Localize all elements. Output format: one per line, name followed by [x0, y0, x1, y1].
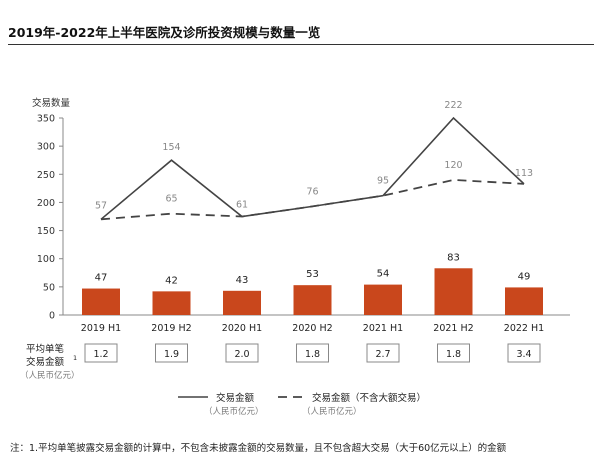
- bar-value-label: 49: [518, 271, 531, 282]
- avg-value-label: 3.4: [516, 349, 531, 360]
- avg-value-box: [225, 343, 259, 363]
- line-value-label: 154: [162, 142, 180, 153]
- avg-row-label: 交易金额: [26, 356, 65, 368]
- y-tick-label: 350: [37, 114, 55, 125]
- bar: [293, 285, 332, 315]
- x-tick-label: 2021 H1: [363, 323, 403, 334]
- line-value-label: 57: [95, 200, 107, 211]
- bar: [505, 287, 543, 315]
- bar-value-label: 42: [165, 275, 178, 286]
- legend-sublabel: （人民币亿元）: [204, 406, 264, 417]
- x-tick-label: 2020 H1: [222, 323, 262, 334]
- avg-row-superscript: 1: [73, 354, 77, 362]
- avg-value-label: 2.0: [234, 349, 249, 360]
- line-value-label: 113: [515, 168, 533, 179]
- bar-value-label: 43: [236, 275, 249, 286]
- avg-value-label: 1.2: [93, 349, 108, 360]
- line-value-label: 222: [444, 100, 462, 111]
- avg-row-label: 平均单笔: [26, 343, 64, 355]
- bar-value-label: 53: [306, 269, 319, 280]
- avg-row-unit: （人民币亿元）: [20, 370, 80, 381]
- bar: [434, 268, 473, 315]
- x-tick-label: 2019 H2: [151, 323, 191, 334]
- avg-value-label: 2.7: [375, 349, 390, 360]
- series-line-solid: [100, 116, 525, 220]
- avg-value-label: 1.8: [305, 349, 320, 360]
- avg-value-box: [155, 343, 188, 363]
- line-value-label: 120: [444, 160, 462, 171]
- x-tick-label: 2019 H1: [81, 323, 121, 334]
- line-value-label: 95: [377, 176, 389, 187]
- x-tick-label: 2020 H2: [292, 323, 332, 334]
- avg-value-label: 1.9: [164, 349, 179, 360]
- x-tick-label: 2021 H2: [433, 323, 473, 334]
- bar: [82, 288, 120, 315]
- legend-sublabel: （人民币亿元）: [302, 406, 362, 417]
- y-tick-label: 0: [49, 311, 55, 322]
- bar-value-label: 47: [95, 273, 108, 284]
- y-axis-label: 交易数量: [32, 97, 71, 109]
- line-value-label: 76: [306, 186, 318, 197]
- avg-value-label: 1.8: [446, 349, 461, 360]
- y-tick-label: 250: [37, 170, 55, 181]
- bar: [152, 291, 191, 315]
- avg-value-box: [296, 343, 329, 363]
- y-tick-label: 200: [37, 198, 55, 209]
- avg-value-box: [366, 343, 400, 363]
- legend-label: 交易金额: [216, 392, 255, 404]
- avg-value-box: [437, 343, 470, 363]
- avg-value-box: [507, 343, 541, 363]
- line-value-label: 61: [236, 200, 248, 211]
- avg-value-box: [84, 343, 118, 363]
- y-tick-label: 300: [37, 142, 55, 153]
- x-tick-label: 2022 H1: [504, 323, 544, 334]
- chart-title: 2019年-2022年上半年医院及诊所投资规模与数量一览: [8, 25, 321, 40]
- y-tick-label: 150: [37, 226, 55, 237]
- footnote: 注：1.平均单笔披露交易金额的计算中，不包含未披露金额的交易数量，且不包含超大交…: [10, 443, 507, 454]
- line-value-label: 65: [165, 194, 177, 205]
- bar-value-label: 83: [447, 252, 460, 263]
- y-tick-label: 100: [37, 254, 55, 265]
- y-tick-label: 50: [43, 282, 55, 293]
- bar: [223, 290, 261, 315]
- title-divider: [8, 44, 594, 45]
- bar: [364, 284, 402, 315]
- bar-value-label: 54: [377, 269, 390, 280]
- legend-label: 交易金额（不含大额交易）: [312, 392, 426, 404]
